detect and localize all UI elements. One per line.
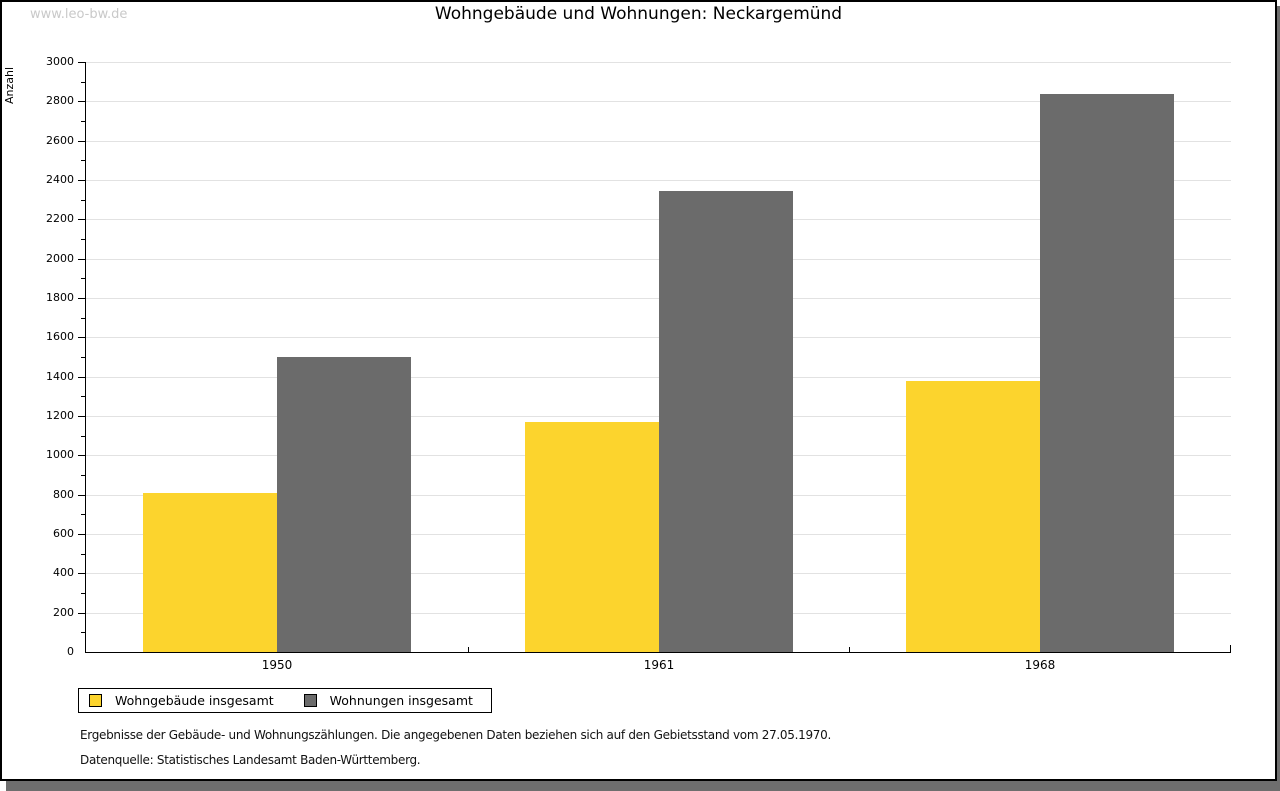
plot-area: 0 200 400 600 800 1000 1200 1400 1600 1800 2000 220… (46, 55, 1231, 672)
y-tick-major (78, 337, 85, 338)
footer-note-datasource: Datenquelle: Statistisches Landesamt Bad… (80, 753, 421, 767)
y-tick-label: 0 (67, 645, 74, 658)
y-tick-major (78, 495, 85, 496)
legend-swatch-wohngebaeude (89, 694, 102, 707)
y-tick-major (78, 573, 85, 574)
x-category-label: 1968 (1024, 658, 1056, 672)
y-tick-label: 1400 (46, 370, 74, 383)
bar-wohngeb-ude-insgesamt-1968 (906, 381, 1040, 652)
y-tick-minor (81, 475, 85, 476)
x-tick-boundary (849, 647, 850, 652)
bar-wohngeb-ude-insgesamt-1961 (525, 422, 659, 652)
legend-label-wohngebaeude: Wohngebäude insgesamt (115, 693, 274, 708)
y-tick-major (78, 613, 85, 614)
y-tick-label: 1000 (46, 448, 74, 461)
gridline (86, 219, 1231, 220)
bar-wohnungen-insgesamt-1968 (1040, 94, 1174, 652)
y-tick-minor (81, 200, 85, 201)
y-tick-minor (81, 632, 85, 633)
legend: Wohngebäude insgesamt Wohnungen insgesam… (78, 688, 492, 713)
y-tick-label: 200 (53, 606, 74, 619)
y-tick-minor (81, 160, 85, 161)
x-category-label: 1961 (643, 658, 675, 672)
bar-wohnungen-insgesamt-1961 (659, 191, 793, 652)
y-tick-minor (81, 318, 85, 319)
gridline (86, 377, 1231, 378)
y-tick-minor (81, 278, 85, 279)
legend-label-wohnungen: Wohnungen insgesamt (329, 693, 473, 708)
y-tick-label: 800 (53, 488, 74, 501)
y-tick-label: 2800 (46, 94, 74, 107)
gridline (86, 337, 1231, 338)
gridline (86, 101, 1231, 102)
gridline (86, 180, 1231, 181)
y-tick-label: 3000 (46, 55, 74, 68)
x-tick-boundary (468, 647, 469, 652)
gridline (86, 259, 1231, 260)
bar-wohnungen-insgesamt-1950 (277, 357, 411, 652)
y-axis-title: Anzahl (3, 66, 16, 104)
y-tick-minor (81, 82, 85, 83)
y-tick-major (78, 180, 85, 181)
y-tick-major (78, 101, 85, 102)
y-tick-minor (81, 121, 85, 122)
y-tick-minor (81, 593, 85, 594)
y-tick-major (78, 534, 85, 535)
y-tick-minor (81, 357, 85, 358)
window-shadow-bottom (6, 781, 1280, 791)
y-tick-major (78, 377, 85, 378)
y-tick-major (78, 259, 85, 260)
y-tick-minor (81, 396, 85, 397)
y-tick-label: 400 (53, 566, 74, 579)
gridline (86, 298, 1231, 299)
y-tick-label: 2600 (46, 134, 74, 147)
chart-title: Wohngebäude und Wohnungen: Neckargemünd (434, 4, 843, 24)
y-tick-label: 2200 (46, 212, 74, 225)
gridline (86, 141, 1231, 142)
y-tick-label: 2000 (46, 252, 74, 265)
gridline (86, 62, 1231, 63)
y-tick-major (78, 455, 85, 456)
y-tick-minor (81, 554, 85, 555)
y-tick-minor (81, 436, 85, 437)
window-shadow-right (1277, 6, 1280, 791)
footer-note-source-period: Ergebnisse der Gebäude- und Wohnungszähl… (80, 728, 831, 742)
y-tick-label: 600 (53, 527, 74, 540)
y-tick-minor (81, 514, 85, 515)
y-tick-major (78, 141, 85, 142)
bar-wohngeb-ude-insgesamt-1950 (143, 493, 277, 652)
x-category-label: 1950 (261, 658, 293, 672)
y-tick-major (78, 416, 85, 417)
y-tick-label: 1200 (46, 409, 74, 422)
legend-item-wohngebaeude: Wohngebäude insgesamt (89, 693, 274, 708)
y-tick-label: 1800 (46, 291, 74, 304)
gridline (86, 416, 1231, 417)
y-tick-label: 1600 (46, 330, 74, 343)
legend-item-wohnungen: Wohnungen insgesamt (303, 693, 473, 708)
y-tick-label: 2400 (46, 173, 74, 186)
y-tick-major (78, 298, 85, 299)
watermark: www.leo-bw.de (30, 7, 128, 22)
y-tick-major (78, 219, 85, 220)
y-tick-minor (81, 239, 85, 240)
y-tick-major (78, 62, 85, 63)
legend-swatch-wohnungen (303, 694, 317, 707)
x-axis-end-tick (1230, 645, 1231, 652)
